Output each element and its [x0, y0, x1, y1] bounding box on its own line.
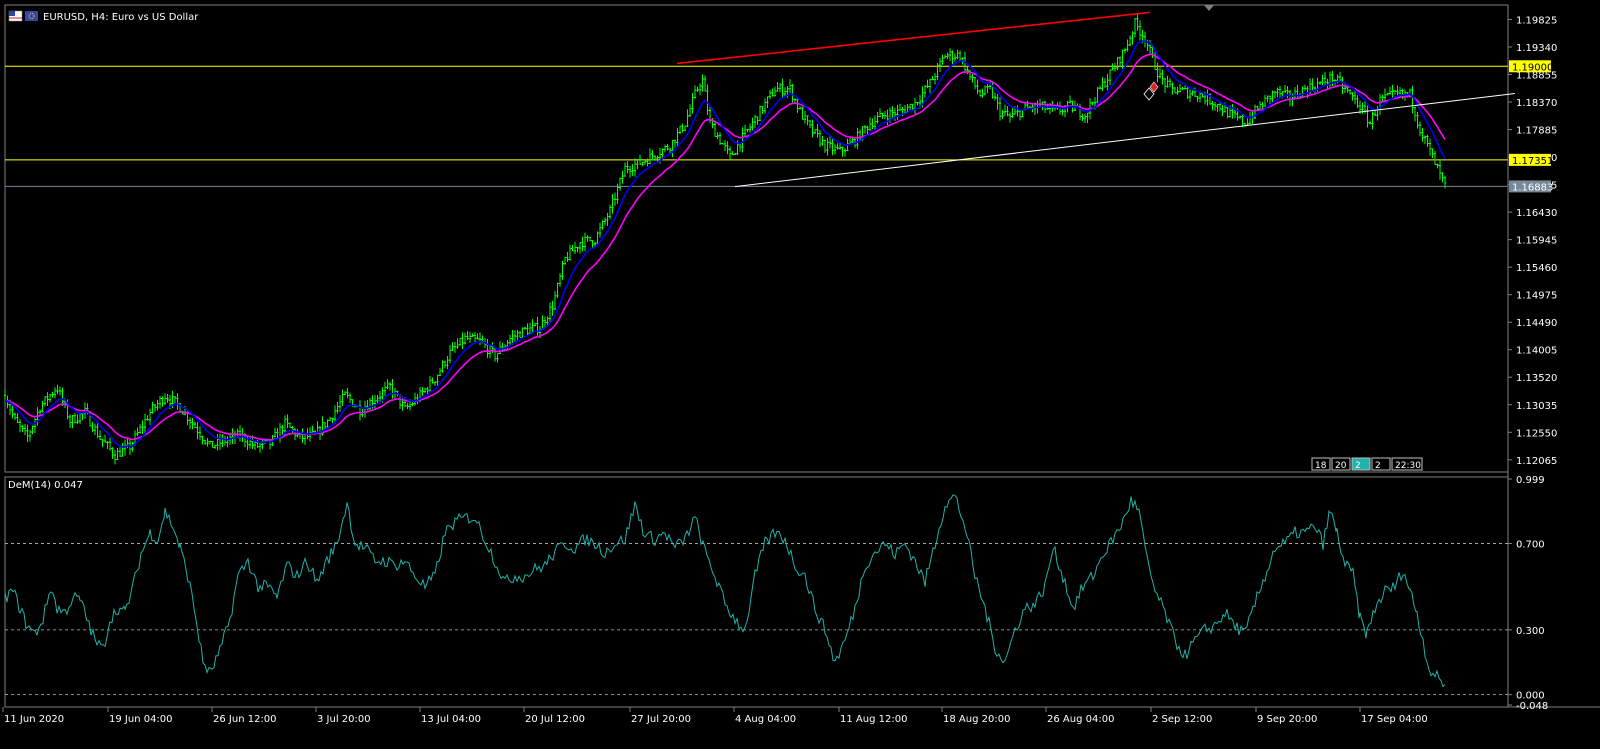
time-box-cell: [1311, 457, 1331, 471]
level-price-tag: [1509, 180, 1551, 193]
indicator-axis-label: 0.999: [1516, 475, 1545, 486]
price-axis-label: 1.13520: [1516, 373, 1557, 384]
indicator-panel-frame: [4, 476, 1509, 708]
time-axis-label: 2 Sep 12:00: [1152, 714, 1212, 725]
time-axis-label: 19 Jun 04:00: [109, 714, 173, 725]
time-axis-label: 13 Jul 04:00: [421, 714, 481, 725]
time-box-label: 20: [1335, 461, 1347, 471]
indicator-axis-label: 0.000: [1516, 691, 1545, 702]
time-axis-label: 26 Aug 04:00: [1047, 714, 1114, 725]
time-axis-label: 20 Jul 12:00: [525, 714, 585, 725]
price-axis-label: 1.15460: [1516, 263, 1557, 274]
time-axis-label: 18 Aug 20:00: [943, 714, 1010, 725]
flag-icon: [8, 10, 23, 22]
time-box-cell: [1391, 457, 1423, 471]
lower-trendline[interactable]: [734, 93, 1516, 188]
time-box-cell: [1371, 457, 1391, 471]
flag-icon: [25, 11, 38, 21]
time-range-box[interactable]: 18 20 2 2 22:30: [1311, 457, 1423, 471]
level-labels: 1.19000 1.17351 1.16883: [1509, 60, 1553, 193]
level-price-label: 1.19000: [1512, 62, 1553, 73]
indicator-axis-label: 0.700: [1516, 540, 1545, 551]
indicator-axis: 0.999 0.700 0.300 0.000-0.048: [1508, 475, 1548, 712]
chart-shift-marker[interactable]: [1204, 5, 1214, 11]
time-axis-label: 26 Jun 12:00: [213, 714, 277, 725]
level-price-tag: [1509, 60, 1551, 73]
time-box-label: 22:30: [1395, 461, 1421, 471]
candlesticks: [4, 14, 1447, 465]
time-axis-label: 27 Jul 20:00: [631, 714, 691, 725]
indicator-axis-label: -0.048: [1516, 701, 1548, 712]
price-axis-label: 1.12065: [1516, 456, 1557, 467]
price-axis-label: 1.14005: [1516, 346, 1557, 357]
price-panel-frame: [4, 4, 1509, 473]
price-axis-label: 1.14490: [1516, 318, 1557, 329]
trade-arrow-icon[interactable]: [1143, 87, 1155, 101]
time-box-label: 2: [1375, 461, 1381, 471]
price-axis-label: 1.19825: [1516, 15, 1557, 26]
level-price-tag: [1509, 153, 1551, 166]
upper-trendline[interactable]: [676, 11, 1151, 65]
horizontal-levels: [5, 65, 1508, 187]
time-box-cell: [1331, 457, 1351, 471]
time-box-cell: [1351, 457, 1371, 471]
time-box-label: 2: [1355, 461, 1361, 471]
time-axis-label: 9 Sep 20:00: [1257, 714, 1317, 725]
moving-average-slow: [4, 53, 1446, 441]
price-axis-label: 1.12550: [1516, 428, 1557, 439]
level-price-label: 1.16883: [1512, 182, 1553, 193]
time-axis-label: 11 Jun 2020: [4, 714, 64, 725]
time-axis: 11 Jun 2020 19 Jun 04:00 26 Jun 12:00 3 Jul…: [2, 707, 1428, 725]
time-axis-label: 17 Sep 04:00: [1361, 714, 1428, 725]
time-axis-label: 3 Jul 20:00: [317, 714, 371, 725]
price-axis-label: 1.19340: [1516, 43, 1557, 54]
price-axis-label: 1.14975: [1516, 291, 1557, 302]
price-axis-label: 1.18855: [1516, 71, 1557, 82]
chart-title: EURUSD, H4: Euro vs US Dollar: [43, 12, 199, 23]
price-axis: 1.198251.193401.188551.183701.178851.174…: [1508, 15, 1557, 467]
price-axis-label: 1.15945: [1516, 236, 1557, 247]
price-axis-label: 1.17885: [1516, 126, 1557, 137]
price-axis-label: 1.18370: [1516, 98, 1557, 109]
moving-average-fast: [4, 40, 1446, 448]
price-axis-label: 1.16430: [1516, 208, 1557, 219]
time-box-label: 18: [1315, 461, 1327, 471]
trade-arrow-icon[interactable]: [1149, 81, 1159, 93]
time-axis-label: 4 Aug 04:00: [735, 714, 796, 725]
indicator-title: DeM(14) 0.047: [8, 480, 83, 491]
level-price-label: 1.17351: [1512, 156, 1553, 167]
indicator-axis-label: 0.300: [1516, 626, 1545, 637]
time-axis-label: 11 Aug 12:00: [840, 714, 907, 725]
demarker-line: [4, 494, 1446, 688]
price-axis-label: 1.13035: [1516, 401, 1557, 412]
